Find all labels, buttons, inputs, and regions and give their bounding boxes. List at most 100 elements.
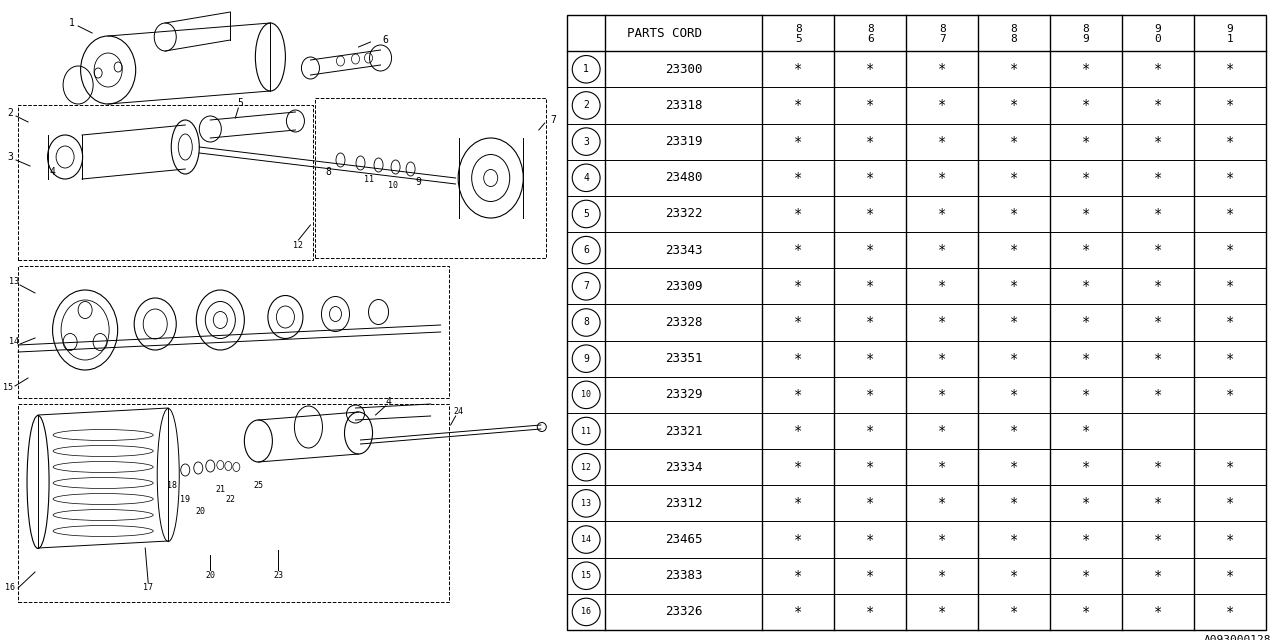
- Text: *: *: [1010, 351, 1019, 365]
- Text: *: *: [1153, 388, 1162, 402]
- Text: *: *: [1082, 424, 1091, 438]
- Text: *: *: [938, 279, 946, 293]
- Text: 23318: 23318: [666, 99, 703, 112]
- Text: *: *: [867, 207, 874, 221]
- Text: *: *: [1153, 243, 1162, 257]
- Text: *: *: [1226, 388, 1234, 402]
- Text: 8: 8: [867, 24, 874, 34]
- Text: *: *: [794, 62, 803, 76]
- Text: 16: 16: [5, 584, 15, 593]
- Text: *: *: [1082, 460, 1091, 474]
- Text: 6: 6: [584, 245, 589, 255]
- Text: *: *: [1226, 99, 1234, 113]
- Text: *: *: [867, 388, 874, 402]
- Text: 21: 21: [215, 486, 225, 495]
- Text: 2: 2: [8, 108, 13, 118]
- Text: *: *: [1153, 497, 1162, 510]
- Text: 9: 9: [584, 354, 589, 364]
- Text: 23312: 23312: [666, 497, 703, 510]
- Text: *: *: [938, 207, 946, 221]
- Text: *: *: [794, 497, 803, 510]
- Text: 14: 14: [581, 535, 591, 544]
- Text: 23351: 23351: [666, 352, 703, 365]
- Text: *: *: [867, 569, 874, 583]
- Text: PARTS CORD: PARTS CORD: [627, 27, 703, 40]
- Text: *: *: [1226, 497, 1234, 510]
- Text: *: *: [938, 424, 946, 438]
- Text: *: *: [1010, 62, 1019, 76]
- Text: 23480: 23480: [666, 172, 703, 184]
- Text: *: *: [1082, 99, 1091, 113]
- Text: *: *: [794, 605, 803, 619]
- Text: *: *: [938, 497, 946, 510]
- Text: *: *: [867, 171, 874, 185]
- Text: *: *: [938, 316, 946, 330]
- Text: *: *: [867, 424, 874, 438]
- Text: *: *: [1082, 532, 1091, 547]
- Text: *: *: [1226, 460, 1234, 474]
- Text: 8: 8: [325, 167, 332, 177]
- Text: *: *: [1226, 171, 1234, 185]
- Text: *: *: [1082, 497, 1091, 510]
- Text: 20: 20: [196, 508, 205, 516]
- Text: 23309: 23309: [666, 280, 703, 293]
- Text: 23334: 23334: [666, 461, 703, 474]
- Text: *: *: [867, 532, 874, 547]
- Text: *: *: [1082, 243, 1091, 257]
- Text: *: *: [867, 134, 874, 148]
- Text: *: *: [1082, 171, 1091, 185]
- Text: *: *: [794, 532, 803, 547]
- Bar: [315, 98, 545, 258]
- Text: 19: 19: [180, 495, 191, 504]
- Text: *: *: [1226, 243, 1234, 257]
- Text: 10: 10: [388, 180, 398, 189]
- Text: 6: 6: [867, 34, 874, 44]
- Text: *: *: [867, 279, 874, 293]
- Text: *: *: [1153, 316, 1162, 330]
- Text: 9: 9: [416, 177, 421, 187]
- Text: *: *: [1082, 134, 1091, 148]
- Text: 9: 9: [1226, 24, 1233, 34]
- Text: *: *: [1082, 569, 1091, 583]
- Text: *: *: [1010, 99, 1019, 113]
- Text: 25: 25: [253, 481, 264, 490]
- Text: *: *: [1010, 532, 1019, 547]
- Text: 5: 5: [584, 209, 589, 219]
- Text: 8: 8: [1083, 24, 1089, 34]
- Text: *: *: [1153, 532, 1162, 547]
- Text: *: *: [1153, 62, 1162, 76]
- Text: *: *: [1010, 171, 1019, 185]
- Text: 14: 14: [9, 337, 19, 346]
- Text: *: *: [794, 134, 803, 148]
- Text: *: *: [867, 62, 874, 76]
- Text: *: *: [938, 605, 946, 619]
- Text: 23328: 23328: [666, 316, 703, 329]
- Text: *: *: [867, 351, 874, 365]
- Text: 23300: 23300: [666, 63, 703, 76]
- Text: *: *: [794, 243, 803, 257]
- Text: *: *: [1153, 171, 1162, 185]
- Text: *: *: [1226, 351, 1234, 365]
- Text: *: *: [938, 351, 946, 365]
- Text: 8: 8: [1011, 34, 1018, 44]
- Text: *: *: [794, 316, 803, 330]
- Text: 23321: 23321: [666, 424, 703, 438]
- Text: *: *: [1153, 605, 1162, 619]
- Text: 17: 17: [143, 584, 154, 593]
- Bar: [18, 404, 449, 602]
- Text: 7: 7: [550, 115, 556, 125]
- Text: *: *: [1010, 605, 1019, 619]
- Text: *: *: [1010, 497, 1019, 510]
- Text: 8: 8: [938, 24, 946, 34]
- Text: *: *: [1010, 279, 1019, 293]
- Text: *: *: [1226, 207, 1234, 221]
- Text: *: *: [867, 316, 874, 330]
- Text: *: *: [1226, 134, 1234, 148]
- Bar: [18, 105, 314, 260]
- Text: *: *: [1010, 243, 1019, 257]
- Text: 23329: 23329: [666, 388, 703, 401]
- Text: 2: 2: [584, 100, 589, 111]
- Bar: [18, 266, 449, 398]
- Text: *: *: [1082, 351, 1091, 365]
- Text: 10: 10: [581, 390, 591, 399]
